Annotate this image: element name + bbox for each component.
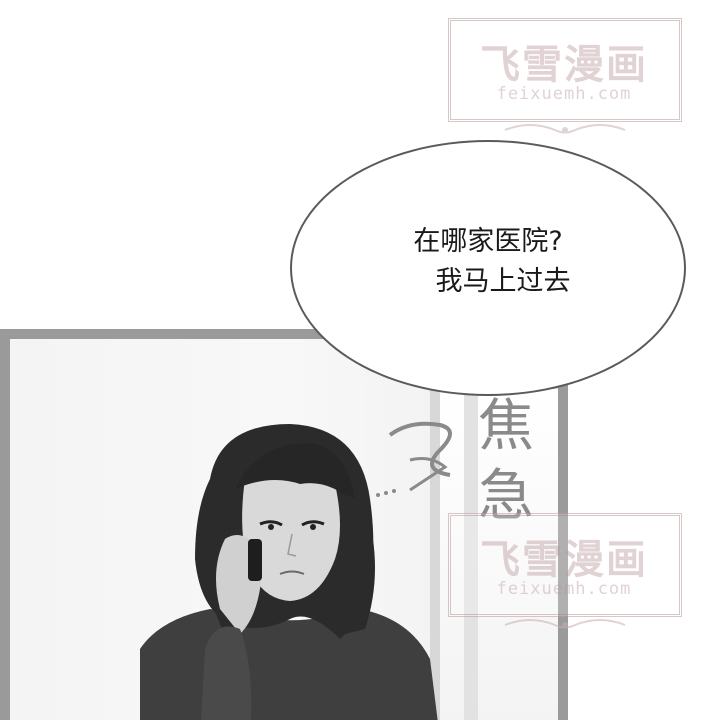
watermark-top: 飞雪漫画 feixuemh.com [440,10,690,140]
watermark-title: 飞雪漫画 [480,537,648,583]
sfx-char-1: 焦 [478,394,536,459]
panel-artwork [10,339,558,720]
speech-line-1: 在哪家医院? [413,226,563,257]
sfx-char-2: 急 [478,464,536,529]
watermark-title: 飞雪漫画 [480,42,648,88]
speech-line-2: 我马上过去 [435,266,571,297]
watermark-url: feixuemh.com [496,579,632,599]
speech-text: 在哪家医院? 我马上过去 [292,222,684,302]
sfx-swoosh [376,421,452,497]
watermark-flourish [504,619,626,629]
watermark-frame [448,513,682,617]
watermark-bottom: 飞雪漫画 feixuemh.com [440,505,690,635]
watermark-frame [448,18,682,122]
watermark-flourish [504,124,626,134]
woman-on-phone-illustration [140,424,438,720]
speech-bubble: 在哪家医院? 我马上过去 [290,140,686,396]
sfx-text: 焦 急 [478,392,548,532]
watermark-url: feixuemh.com [496,84,632,104]
comic-panel [0,329,568,720]
